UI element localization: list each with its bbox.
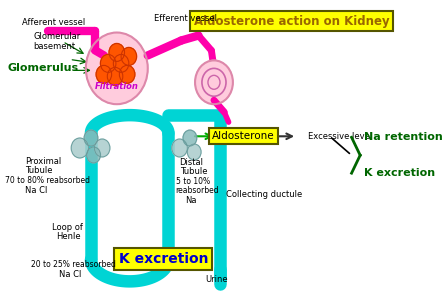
Text: Na: Na: [185, 196, 196, 205]
Circle shape: [96, 65, 112, 83]
Text: Tubule: Tubule: [25, 166, 52, 176]
Text: Glomerulus: Glomerulus: [8, 63, 79, 73]
Circle shape: [107, 67, 123, 85]
Circle shape: [94, 139, 110, 157]
Text: Aldosterone: Aldosterone: [212, 131, 275, 141]
Circle shape: [84, 130, 98, 146]
Text: Loop of: Loop of: [53, 223, 83, 232]
Circle shape: [101, 54, 116, 72]
Circle shape: [183, 130, 197, 146]
Text: 5 to 10%: 5 to 10%: [176, 177, 210, 186]
Text: Na Cl: Na Cl: [25, 186, 47, 195]
Circle shape: [109, 43, 125, 62]
Circle shape: [87, 147, 101, 163]
Text: Glomerular: Glomerular: [33, 32, 81, 41]
Text: 70 to 80% reabsorbed: 70 to 80% reabsorbed: [5, 176, 90, 185]
Text: 20 to 25% reabsorbed: 20 to 25% reabsorbed: [31, 260, 116, 269]
Text: Distal: Distal: [180, 159, 203, 167]
Text: basement: basement: [33, 42, 76, 51]
Text: Na retention: Na retention: [364, 132, 442, 142]
Circle shape: [172, 139, 187, 157]
Text: reabsorbed: reabsorbed: [175, 186, 219, 195]
Circle shape: [195, 60, 233, 104]
Text: Na Cl: Na Cl: [59, 270, 81, 279]
Text: K excretion: K excretion: [364, 168, 435, 178]
Text: Excessive level: Excessive level: [308, 132, 372, 141]
Text: Afferent vessel: Afferent vessel: [22, 18, 85, 27]
Text: Efferent vessel: Efferent vessel: [154, 14, 217, 23]
Text: K excretion: K excretion: [118, 252, 208, 266]
Circle shape: [121, 47, 137, 65]
Text: Collecting ductule: Collecting ductule: [226, 190, 302, 199]
Text: Filtration: Filtration: [95, 82, 139, 91]
Circle shape: [119, 65, 135, 83]
Text: Henle: Henle: [57, 232, 81, 241]
Text: Proximal: Proximal: [25, 157, 61, 166]
Text: Tubule: Tubule: [180, 167, 207, 176]
Text: Urine: Urine: [205, 275, 228, 284]
Circle shape: [71, 138, 89, 158]
Circle shape: [86, 33, 148, 104]
Circle shape: [187, 144, 201, 160]
Circle shape: [113, 54, 129, 72]
Text: Aldosterone action on Kidney: Aldosterone action on Kidney: [194, 15, 389, 28]
